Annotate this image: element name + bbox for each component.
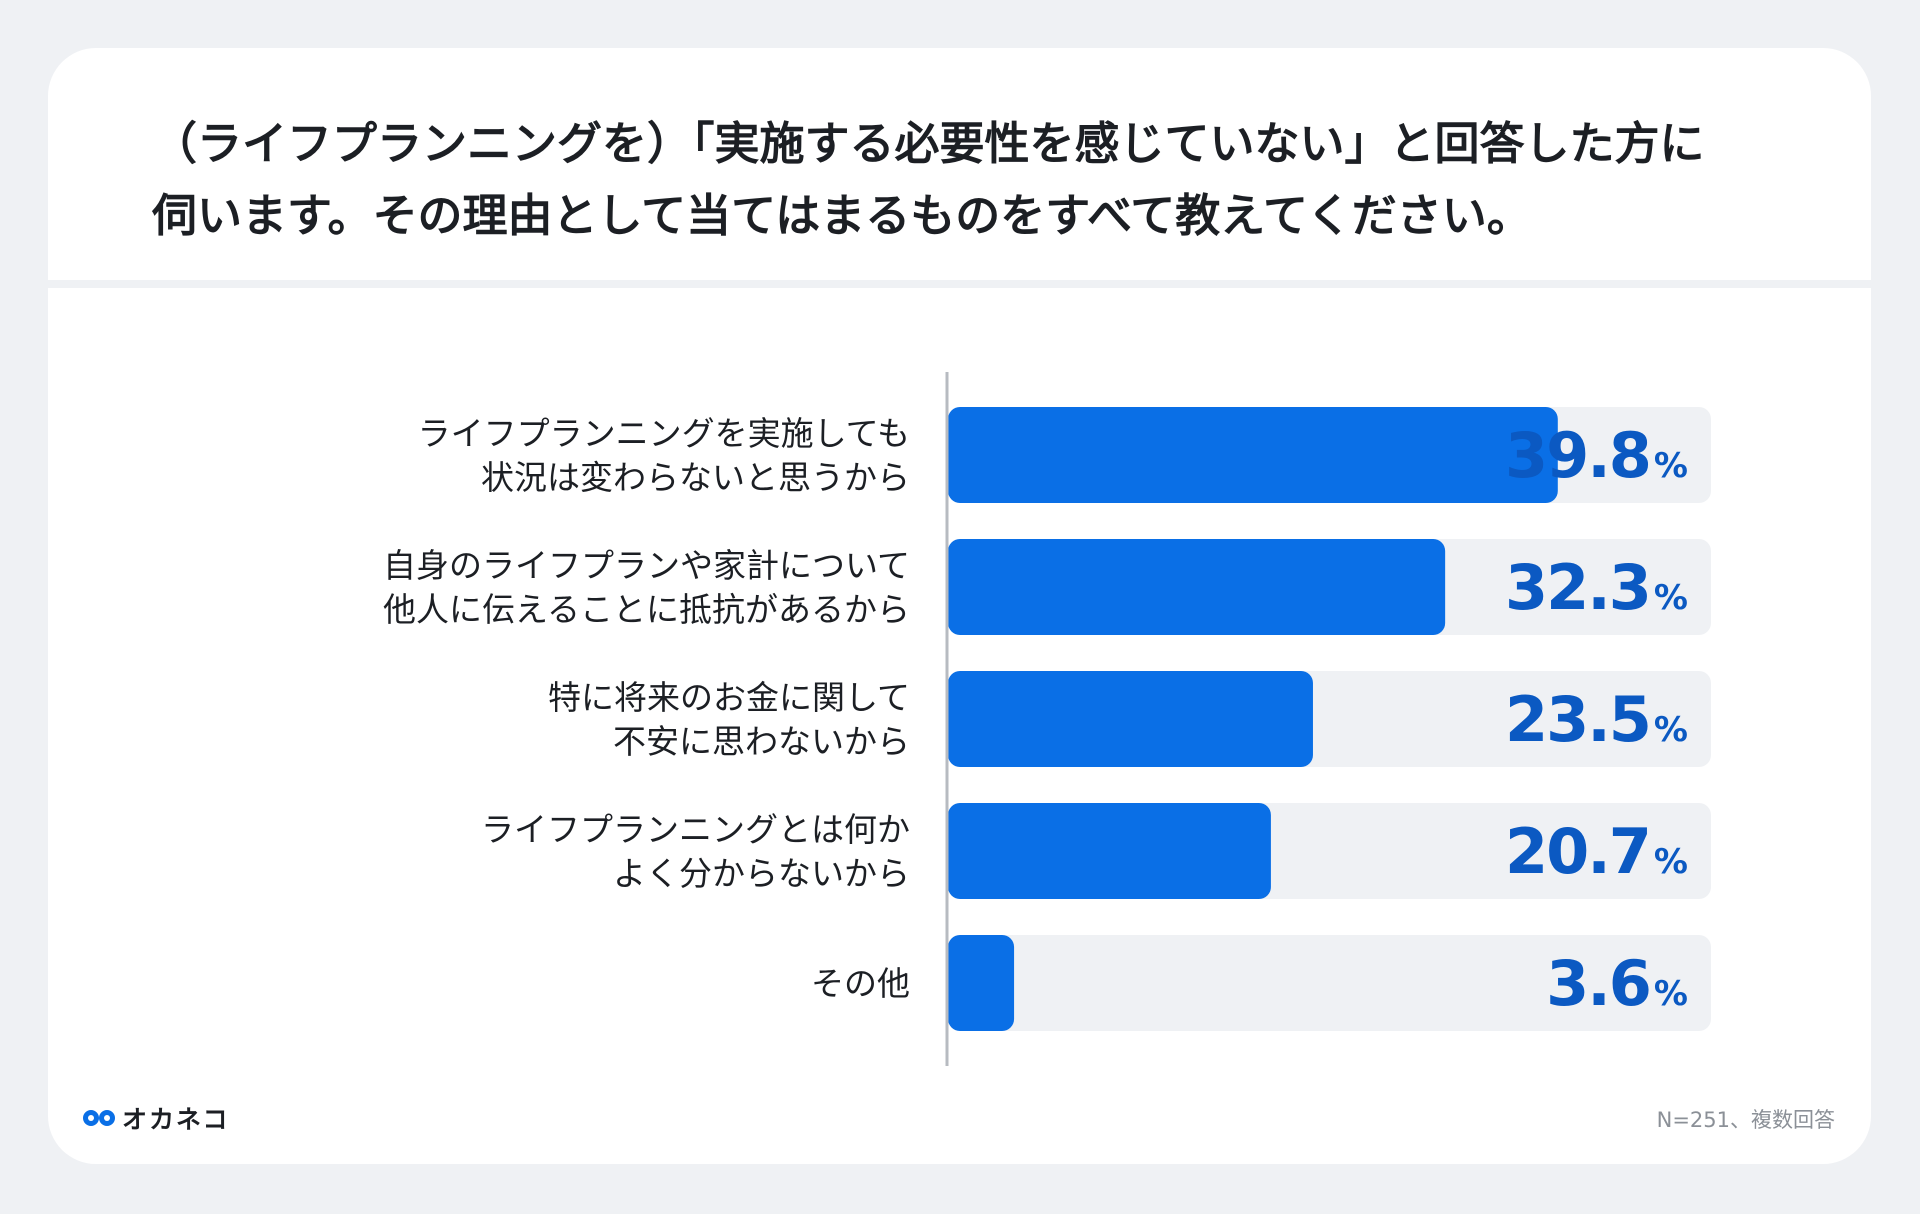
percent-unit: % — [1654, 446, 1688, 486]
bar — [948, 407, 1558, 503]
bar — [948, 671, 1313, 767]
chart-title-line-2: 伺います。その理由として当てはまるものをすべて教えてください。 — [152, 189, 1532, 242]
category-label: 状況は変わらないと思うから — [481, 458, 910, 497]
chart-title-line-1: （ライフプランニングを）「実施する必要性を感じていない」と回答した方に — [152, 117, 1705, 170]
percent-unit: % — [1654, 974, 1688, 1014]
bar-track — [956, 935, 1711, 1031]
percent-unit: % — [1654, 710, 1688, 750]
category-label: 特に将来のお金に関して — [548, 678, 910, 717]
sample-note: N=251、複数回答 — [1656, 1108, 1835, 1132]
bar — [948, 803, 1271, 899]
chart-title: （ライフプランニングを）「実施する必要性を感じていない」と回答した方に 伺います… — [152, 108, 1812, 252]
category-label: 自身のライフプランや家計について — [383, 546, 910, 585]
brand-name: オカネコ — [122, 1105, 230, 1134]
percent-unit: % — [1654, 842, 1688, 882]
brand-logo: オカネコ — [82, 1103, 230, 1134]
bar — [948, 935, 1015, 1031]
brand-mark-icon — [83, 1110, 115, 1126]
title-area: （ライフプランニングを）「実施する必要性を感じていない」と回答した方に 伺います… — [48, 48, 1871, 288]
percent-unit: % — [1654, 578, 1688, 618]
category-label: 他人に伝えることに抵抗があるから — [383, 590, 910, 629]
category-label: 不安に思わないから — [613, 722, 910, 761]
bar-row: その他 3.6% — [811, 935, 1711, 1031]
bar — [948, 539, 1446, 635]
category-label: ライフプランニングを実施しても — [418, 414, 910, 453]
category-label: その他 — [811, 964, 910, 1003]
category-label: よく分からないから — [613, 854, 910, 893]
category-label: ライフプランニングとは何か — [481, 810, 910, 849]
chart-card: （ライフプランニングを）「実施する必要性を感じていない」と回答した方に 伺います… — [48, 48, 1871, 1164]
